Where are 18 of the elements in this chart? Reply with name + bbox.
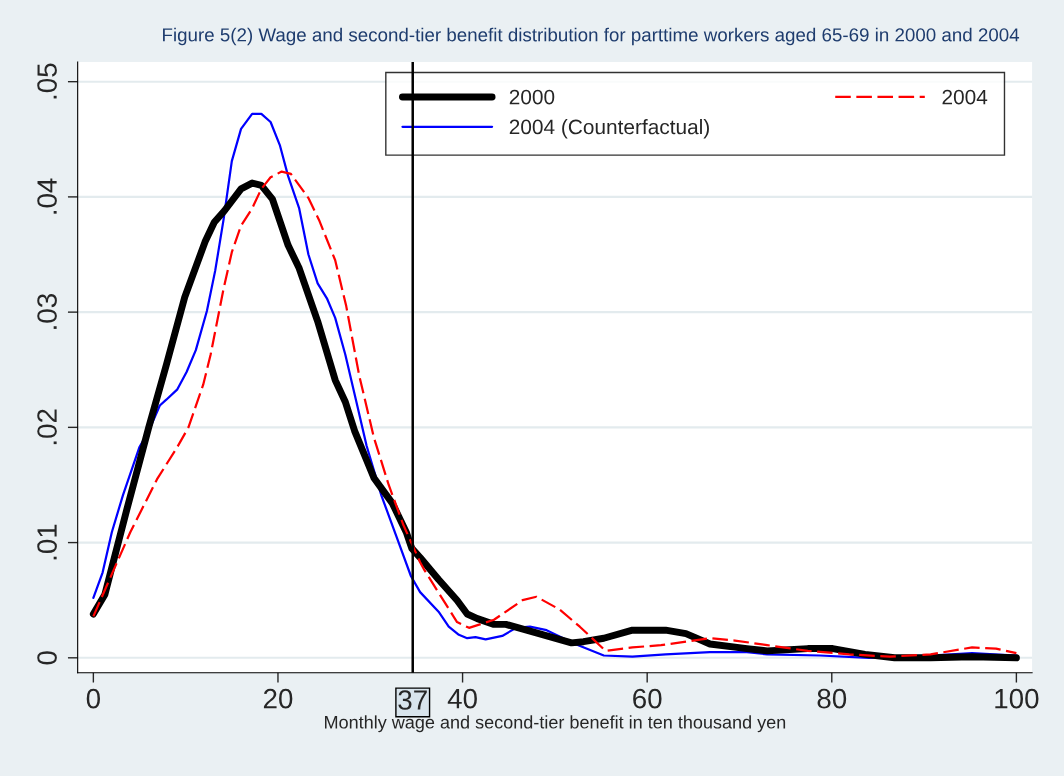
x-tick-label: 60 [633, 688, 662, 709]
x-tick-label: 20 [263, 688, 293, 709]
y-tick-label: .01 [37, 524, 57, 560]
y-tick-label: .05 [37, 63, 57, 99]
chart-title: Figure 5(2) Wage and second-tier benefit distribution for parttime workers aged 65-69 in 2000 and 2004 [163, 27, 1020, 46]
legend-label: 2004 (Counterfactual) [509, 119, 709, 139]
y-tick-label: .03 [37, 294, 57, 329]
y-tick-label: .02 [37, 409, 57, 445]
y-tick-label: 0 [37, 651, 57, 665]
legend-label: 2004 [942, 89, 988, 105]
x-tick-label: 100 [995, 688, 1039, 709]
x-axis-title: Monthly wage and second-tier benefit in ten thousand yen [325, 715, 786, 733]
x-tick-label: 0 [86, 688, 100, 709]
y-tick-label: .04 [37, 178, 57, 214]
x-tick-label: 80 [817, 688, 847, 709]
x-tick-label: 40 [447, 688, 477, 709]
legend-label: 2000 [509, 89, 555, 105]
text: 37 [398, 690, 427, 710]
